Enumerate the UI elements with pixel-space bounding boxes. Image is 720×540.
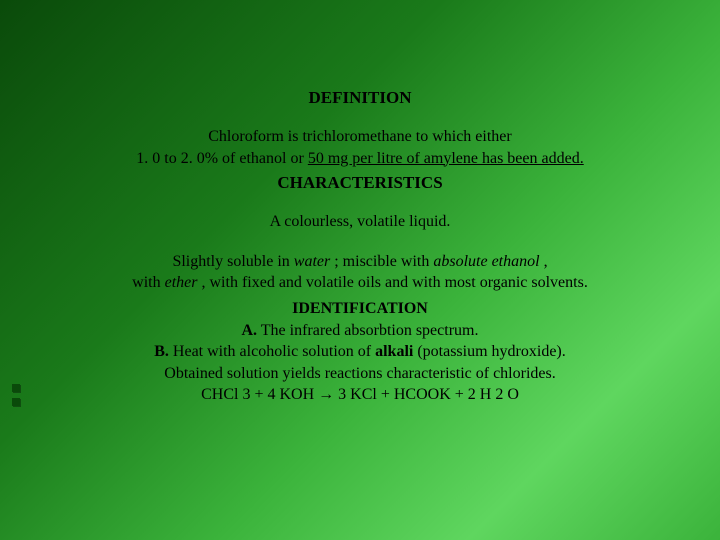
bullet-square-icon — [12, 384, 20, 392]
char-2e: , — [540, 253, 548, 270]
definition-text: Chloroform is trichloromethane to which … — [0, 126, 720, 169]
slide: DEFINITION Chloroform is trichloromethan… — [0, 0, 720, 540]
char-2a: Slightly soluble in — [172, 253, 293, 270]
id-b-alkali: alkali — [375, 343, 413, 360]
id-a-text: The infrared absorbtion spectrum. — [257, 322, 478, 339]
char-3c: , with fixed and volatile oils and with … — [198, 274, 588, 291]
characteristics-text: Slightly soluble in water ; miscible wit… — [0, 251, 720, 294]
id-b-text2: (potassium hydroxide). — [413, 343, 565, 360]
char-2c: ; miscible with — [330, 253, 433, 270]
heading-identification: IDENTIFICATION — [292, 300, 428, 317]
def-line2a: 1. 0 to 2. 0% of ethanol or — [136, 150, 308, 167]
char-ether: ether — [165, 274, 198, 291]
id-a-label: A. — [242, 322, 258, 339]
id-equation: CHCl 3 + 4 KOH → 3 KCl + HCOOK + 2 H 2 O — [201, 386, 519, 403]
identification-block: IDENTIFICATION A. The infrared absorbtio… — [0, 298, 720, 406]
def-line2-underlined: 50 mg per litre of amylene has been adde… — [308, 150, 584, 167]
id-b-text1: Heat with alcoholic solution of — [169, 343, 375, 360]
bullet-square-icon — [12, 398, 20, 406]
id-line3: Obtained solution yields reactions chara… — [164, 365, 555, 382]
characteristics-line1: A colourless, volatile liquid. — [0, 211, 720, 233]
heading-characteristics: CHARACTERISTICS — [0, 173, 720, 193]
char-3a: with — [132, 274, 164, 291]
char-water: water — [294, 253, 330, 270]
def-line1: Chloroform is trichloromethane to which … — [208, 128, 511, 145]
slide-bullets — [12, 384, 22, 412]
id-b-label: B. — [154, 343, 169, 360]
heading-definition: DEFINITION — [0, 88, 720, 108]
char-ethanol: absolute ethanol — [433, 253, 539, 270]
